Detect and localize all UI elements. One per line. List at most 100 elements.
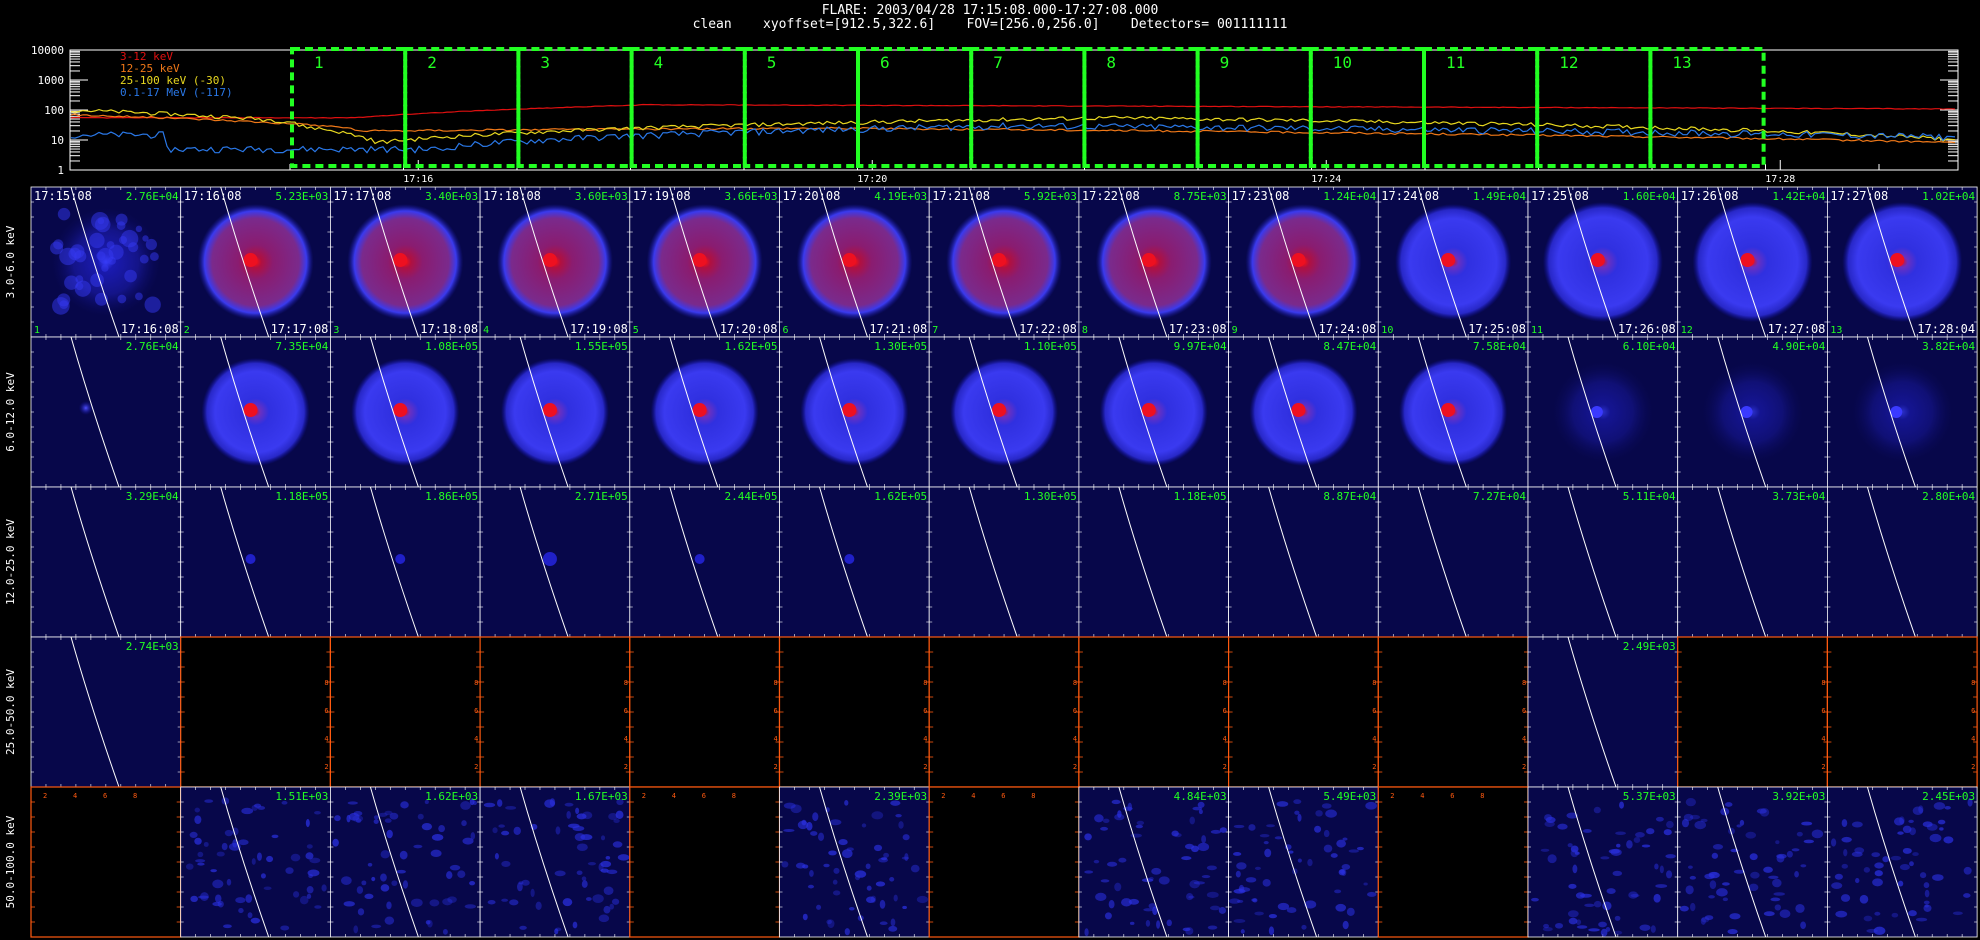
noise-blob bbox=[1748, 883, 1759, 892]
noise-blob bbox=[1612, 870, 1623, 877]
y-tick-label: 10000 bbox=[31, 44, 64, 57]
peak-value: 2.44E+05 bbox=[725, 490, 778, 503]
noise-blob bbox=[1729, 913, 1741, 920]
noise-blob bbox=[1801, 821, 1813, 826]
image-panel: 2.71E+05 bbox=[479, 486, 631, 638]
noise-blob bbox=[1341, 863, 1351, 870]
noise-blob bbox=[1855, 878, 1860, 884]
noise-blob bbox=[1689, 875, 1696, 880]
noise-blob bbox=[1584, 903, 1595, 907]
solar-limb bbox=[1567, 336, 1617, 488]
image-panel: 1.62E+05 bbox=[779, 486, 930, 638]
solar-limb bbox=[369, 186, 419, 338]
peak-value: 4.19E+03 bbox=[874, 190, 927, 203]
noise-blob bbox=[343, 901, 355, 907]
empty-axis-label: 6 bbox=[774, 707, 778, 715]
peak-value: 1.55E+05 bbox=[575, 340, 628, 353]
noise-blob bbox=[1236, 899, 1244, 903]
flare-core bbox=[542, 552, 557, 566]
noise-blob bbox=[1929, 833, 1942, 843]
noise-blob bbox=[1120, 898, 1132, 907]
noise-blob bbox=[421, 822, 433, 831]
noise-blob bbox=[464, 904, 477, 909]
plot-header: FLARE: 2003/04/28 17:15:08.000-17:27:08.… bbox=[0, 4, 1980, 32]
noise-blob bbox=[1277, 902, 1290, 911]
image-panel: 1.30E+05 bbox=[779, 336, 930, 488]
noise-blob bbox=[1136, 820, 1145, 826]
interval-box bbox=[1195, 47, 1313, 168]
noise-blob bbox=[865, 863, 871, 870]
noise-blob bbox=[449, 864, 461, 871]
noise-blob bbox=[1606, 888, 1616, 894]
emission-patch bbox=[59, 300, 69, 310]
noise-blob bbox=[373, 815, 379, 820]
interval-box bbox=[403, 47, 521, 168]
noise-blob bbox=[281, 800, 288, 805]
image-panel: 2 4 6 8 bbox=[629, 636, 781, 788]
noise-blob bbox=[1841, 836, 1852, 843]
image-panel: 2 4 6 8 bbox=[30, 786, 182, 938]
noise-blob bbox=[425, 920, 431, 925]
end-time: 17:26:08 bbox=[1618, 322, 1676, 336]
noise-blob bbox=[1908, 910, 1917, 917]
flare-core bbox=[1590, 253, 1605, 267]
noise-blob bbox=[535, 901, 542, 911]
peak-value: 7.35E+04 bbox=[275, 340, 328, 353]
empty-axis-label: 6 bbox=[324, 707, 328, 715]
noise-blob bbox=[1233, 852, 1242, 856]
noise-blob bbox=[1803, 839, 1815, 844]
emission-patch bbox=[150, 252, 159, 261]
noise-blob bbox=[221, 842, 228, 851]
noise-blob bbox=[197, 862, 205, 866]
peak-value: 1.42E+04 bbox=[1772, 190, 1825, 203]
end-time: 17:24:08 bbox=[1319, 322, 1377, 336]
noise-blob bbox=[1605, 926, 1611, 932]
flare-core bbox=[844, 554, 855, 564]
noise-blob bbox=[873, 844, 883, 852]
noise-blob bbox=[1108, 900, 1115, 909]
noise-blob bbox=[1909, 861, 1914, 867]
empty-axis-label: 8 bbox=[474, 679, 478, 687]
noise-blob bbox=[1952, 911, 1963, 916]
noise-blob bbox=[263, 886, 272, 891]
flare-core bbox=[393, 253, 408, 267]
interval-number: 4 bbox=[483, 325, 489, 336]
empty-axis-label: 4 bbox=[923, 735, 927, 743]
noise-blob bbox=[605, 855, 611, 860]
noise-blob bbox=[613, 818, 620, 824]
noise-blob bbox=[1114, 813, 1125, 821]
noise-blob bbox=[1791, 848, 1800, 852]
noise-blob bbox=[308, 874, 313, 879]
noise-blob bbox=[861, 823, 867, 828]
image-panel: 1.18E+05 bbox=[1078, 486, 1230, 638]
noise-blob bbox=[1251, 898, 1257, 902]
noise-blob bbox=[380, 884, 390, 892]
image-panel: 2 4 6 8 bbox=[1227, 636, 1379, 788]
noise-blob bbox=[1863, 915, 1873, 922]
noise-blob bbox=[617, 854, 630, 861]
noise-blob bbox=[1630, 893, 1640, 898]
noise-blob bbox=[581, 876, 587, 882]
peak-value: 2.76E+04 bbox=[126, 340, 179, 353]
noise-blob bbox=[1830, 838, 1837, 847]
row-label: 25.0-50.0 keV bbox=[4, 669, 17, 755]
noise-blob bbox=[384, 916, 395, 925]
noise-blob bbox=[1890, 855, 1902, 861]
panel-frame bbox=[629, 486, 780, 638]
noise-blob bbox=[1712, 844, 1724, 850]
noise-blob bbox=[893, 894, 898, 902]
noise-blob bbox=[603, 905, 611, 914]
empty-axis-label: 8 bbox=[1522, 679, 1526, 687]
x-tick-label: 17:20 bbox=[857, 174, 887, 185]
noise-blob bbox=[1756, 808, 1767, 814]
solar-limb bbox=[1118, 186, 1168, 338]
noise-blob bbox=[309, 857, 321, 864]
flare-core bbox=[1441, 253, 1456, 267]
start-time: 17:21:08 bbox=[932, 189, 990, 203]
image-panel: 5.37E+03 bbox=[1527, 786, 1679, 938]
noise-blob bbox=[790, 804, 802, 814]
end-time: 17:16:08 bbox=[121, 322, 179, 336]
image-panel: 1.51E+03 bbox=[180, 786, 331, 938]
noise-blob bbox=[1687, 865, 1693, 869]
image-panel: 2 4 6 8 bbox=[180, 636, 331, 788]
